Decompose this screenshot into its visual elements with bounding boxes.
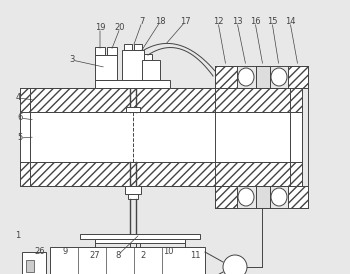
Text: 1: 1 bbox=[15, 230, 21, 239]
Bar bbox=[215, 186, 237, 208]
Text: 7: 7 bbox=[139, 18, 145, 27]
Text: 15: 15 bbox=[267, 18, 277, 27]
Bar bbox=[30, 88, 290, 112]
Bar bbox=[20, 88, 30, 112]
Text: 20: 20 bbox=[115, 24, 125, 33]
Bar bbox=[288, 66, 308, 88]
Text: 16: 16 bbox=[250, 18, 260, 27]
Text: 13: 13 bbox=[232, 18, 242, 27]
Bar bbox=[122, 50, 144, 80]
Bar bbox=[20, 162, 30, 186]
Bar bbox=[95, 80, 170, 88]
Bar bbox=[128, 194, 138, 199]
Bar bbox=[215, 66, 237, 88]
Bar bbox=[30, 162, 290, 186]
Text: 11: 11 bbox=[190, 250, 200, 259]
Circle shape bbox=[223, 255, 247, 274]
Bar bbox=[95, 239, 185, 243]
Ellipse shape bbox=[271, 68, 287, 86]
Bar bbox=[290, 162, 302, 186]
Bar bbox=[290, 88, 302, 112]
Bar bbox=[142, 60, 160, 80]
Text: 8: 8 bbox=[115, 250, 121, 259]
Bar bbox=[288, 186, 308, 208]
Bar bbox=[288, 66, 308, 88]
Bar bbox=[30, 162, 290, 186]
Bar bbox=[126, 107, 140, 112]
Text: 5: 5 bbox=[18, 133, 23, 142]
Text: 2: 2 bbox=[140, 250, 146, 259]
Bar bbox=[95, 55, 117, 80]
Text: 10: 10 bbox=[163, 247, 173, 256]
Bar bbox=[107, 47, 117, 55]
Bar bbox=[124, 44, 132, 50]
Ellipse shape bbox=[238, 188, 254, 206]
Bar bbox=[290, 162, 302, 186]
Bar bbox=[134, 44, 142, 50]
Bar bbox=[290, 88, 302, 112]
Text: 26: 26 bbox=[35, 247, 45, 256]
Bar bbox=[256, 186, 270, 208]
Ellipse shape bbox=[271, 188, 287, 206]
Bar bbox=[20, 162, 30, 186]
Bar bbox=[26, 260, 34, 272]
Text: 9: 9 bbox=[62, 247, 68, 256]
Bar bbox=[20, 88, 30, 186]
Text: 3: 3 bbox=[69, 56, 75, 64]
Bar bbox=[215, 186, 237, 208]
Text: 6: 6 bbox=[17, 113, 23, 122]
Text: 19: 19 bbox=[95, 24, 105, 33]
Bar bbox=[50, 247, 205, 274]
Bar bbox=[22, 252, 46, 274]
Bar bbox=[256, 66, 270, 88]
Bar bbox=[144, 54, 152, 60]
Text: 4: 4 bbox=[15, 93, 21, 102]
Text: 27: 27 bbox=[90, 250, 100, 259]
Bar bbox=[80, 234, 200, 239]
Bar bbox=[30, 112, 290, 162]
Text: 12: 12 bbox=[213, 18, 223, 27]
Bar bbox=[215, 66, 237, 88]
Bar bbox=[20, 88, 30, 112]
Bar bbox=[30, 88, 290, 112]
Bar bbox=[288, 186, 308, 208]
Bar bbox=[125, 186, 141, 194]
Ellipse shape bbox=[238, 68, 254, 86]
Bar bbox=[95, 47, 105, 55]
Text: 17: 17 bbox=[180, 18, 190, 27]
Text: 18: 18 bbox=[155, 18, 165, 27]
Text: 14: 14 bbox=[285, 18, 295, 27]
Bar bbox=[290, 112, 302, 162]
